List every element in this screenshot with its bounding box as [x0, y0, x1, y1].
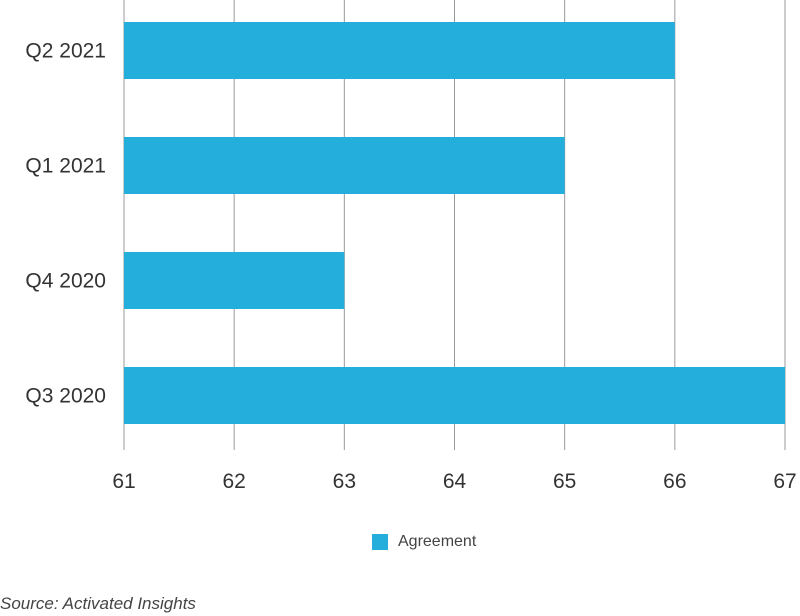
x-tick-label: 61 — [112, 470, 135, 493]
bar-q3-2020 — [124, 367, 785, 424]
legend-label: Agreement — [398, 533, 477, 550]
category-label: Q4 2020 — [25, 270, 106, 293]
category-label: Q3 2020 — [25, 385, 106, 408]
source-note: Source: Activated Insights — [0, 594, 196, 613]
category-label: Q2 2021 — [25, 40, 106, 63]
x-tick-label: 63 — [333, 470, 356, 493]
bar-q2-2021 — [124, 22, 675, 79]
legend: Agreement — [372, 533, 476, 551]
category-labels: Q2 2021 Q1 2021 Q4 2020 Q3 2020 — [25, 40, 106, 408]
category-label: Q1 2021 — [25, 155, 106, 178]
bars — [124, 22, 785, 424]
x-tick-label: 66 — [663, 470, 686, 493]
bar-q1-2021 — [124, 137, 565, 194]
x-tick-label: 65 — [553, 470, 576, 493]
x-tick-label: 67 — [773, 470, 796, 493]
x-tick-label: 62 — [222, 470, 245, 493]
x-tick-label: 64 — [443, 470, 467, 493]
x-axis-tick-labels: 61 62 63 64 65 66 67 — [112, 470, 796, 493]
bar-q4-2020 — [124, 252, 345, 309]
legend-swatch — [372, 534, 388, 550]
